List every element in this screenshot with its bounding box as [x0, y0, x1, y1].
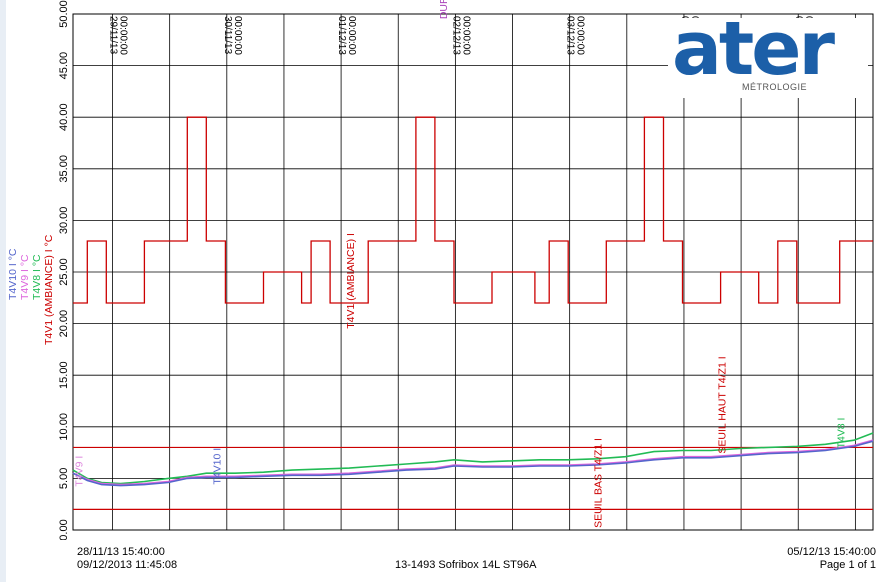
- chart-annotation: T4V9 I: [74, 456, 86, 487]
- y-tick-label: 20.00: [58, 310, 70, 338]
- date-marker-label: 02/12/13: [450, 16, 461, 55]
- series-line-t4v1-ambiance-i: [73, 116, 873, 304]
- logo-subtitle: MÉTROLOGIE: [742, 82, 808, 92]
- y-axis-title: T4V1 (AMBIANCE) I °C: [43, 234, 55, 345]
- series-line-t4v9-i: [72, 439, 874, 486]
- chart-annotation: T4V8 I: [835, 418, 847, 449]
- date-marker-label: 00:00:00: [575, 16, 586, 55]
- date-marker-label: 03/12/13: [565, 16, 576, 55]
- y-tick-label: 10.00: [58, 413, 70, 441]
- y-tick-label: 40.00: [58, 103, 70, 131]
- y-tick-label: 5.00: [58, 468, 70, 489]
- date-marker-label: 00:00:00: [346, 16, 357, 55]
- y-tick-label: 0.00: [58, 519, 70, 540]
- y-axis-title: T4V9 I °C: [19, 254, 31, 300]
- page-number: Page 1 of 1: [819, 559, 876, 571]
- chart-annotation: T4V10 I: [212, 448, 224, 485]
- date-marker-label: 01/12/13: [336, 16, 347, 55]
- start-datetime: 28/11/13 15:40:00: [77, 546, 165, 558]
- y-axis-title: T4V10 I °C: [7, 248, 19, 300]
- y-tick-label: 45.00: [58, 52, 70, 80]
- footer-right: 05/12/13 15:40:00 Page 1 of 1: [787, 546, 876, 572]
- chart-annotation: SEUIL HAUT T4/Z1 I: [716, 356, 728, 453]
- page-edge-strip: [0, 0, 6, 582]
- chart-annotation: DUREE LOT I: [438, 0, 450, 19]
- logo-wordmark: ater: [672, 6, 835, 92]
- footer-title: 13-1493 Sofribox 14L ST96A: [395, 559, 537, 571]
- end-datetime: 05/12/13 15:40:00: [787, 546, 876, 558]
- footer-left: 28/11/13 15:40:00 09/12/2013 11:45:08: [77, 546, 177, 572]
- series-line-t4v10-i: [72, 440, 874, 487]
- print-datetime: 09/12/2013 11:45:08: [77, 559, 178, 571]
- date-marker-label: 00:00:00: [118, 16, 129, 55]
- y-tick-label: 25.00: [58, 258, 70, 286]
- date-marker-label: 00:00:00: [232, 16, 243, 55]
- date-marker-label: 00:00:00: [460, 16, 471, 55]
- ater-logo: ater MÉTROLOGIE: [668, 6, 868, 98]
- temperature-chart: 0.00 5.00 10.00 15.00 20.00 25.00 30.00 35.00 40…: [7, 0, 874, 540]
- date-marker-label: 30/11/13: [222, 16, 233, 55]
- series-line-t4v8-i: [72, 432, 874, 485]
- y-tick-label: 50.00: [58, 0, 70, 28]
- date-marker-label: 29/11/13: [108, 16, 119, 55]
- y-tick-label: 30.00: [58, 207, 70, 235]
- y-tick-label: 15.00: [58, 361, 70, 389]
- chart-annotation: T4V1 (AMBIANCE) I: [345, 233, 357, 329]
- chart-annotation: SEUIL BAS T4/Z1 I: [593, 438, 605, 528]
- y-tick-label: 35.00: [58, 155, 70, 183]
- y-axis-title: T4V8 I °C: [31, 254, 43, 300]
